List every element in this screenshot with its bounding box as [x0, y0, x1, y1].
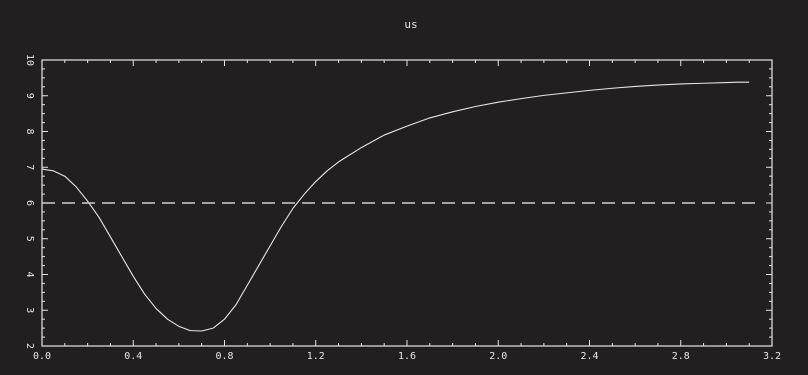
series — [41, 81, 761, 332]
x-tick-label: 1.2 — [307, 351, 325, 362]
y-tick-label: 10 — [24, 54, 35, 66]
x-tick-label: 2.8 — [672, 351, 690, 362]
ticks: 0.0 0.4 0.8 1.2 1.6 2.0 2.4 2.8 3.2 2 3 4 5 6 7 8 9 10 — [24, 54, 781, 362]
y-tick-label: 5 — [24, 236, 35, 242]
y-tick-label: 8 — [24, 128, 35, 134]
y-tick-label: 7 — [24, 164, 35, 170]
x-tick-label: 2.4 — [580, 351, 598, 362]
curve-line — [41, 81, 750, 332]
chart-title: us — [404, 18, 417, 31]
x-tick-label: 1.6 — [398, 351, 416, 362]
x-tick-label: 0.0 — [33, 351, 51, 362]
y-tick-label: 3 — [24, 307, 35, 313]
y-tick-label: 4 — [24, 271, 35, 277]
x-tick-label: 3.2 — [763, 351, 781, 362]
y-tick-label: 2 — [24, 343, 35, 349]
x-tick-label: 0.8 — [215, 351, 233, 362]
x-tick-label: 0.4 — [124, 351, 142, 362]
y-tick-label: 6 — [24, 200, 35, 206]
x-tick-label: 2.0 — [489, 351, 507, 362]
y-tick-label: 9 — [24, 93, 35, 99]
